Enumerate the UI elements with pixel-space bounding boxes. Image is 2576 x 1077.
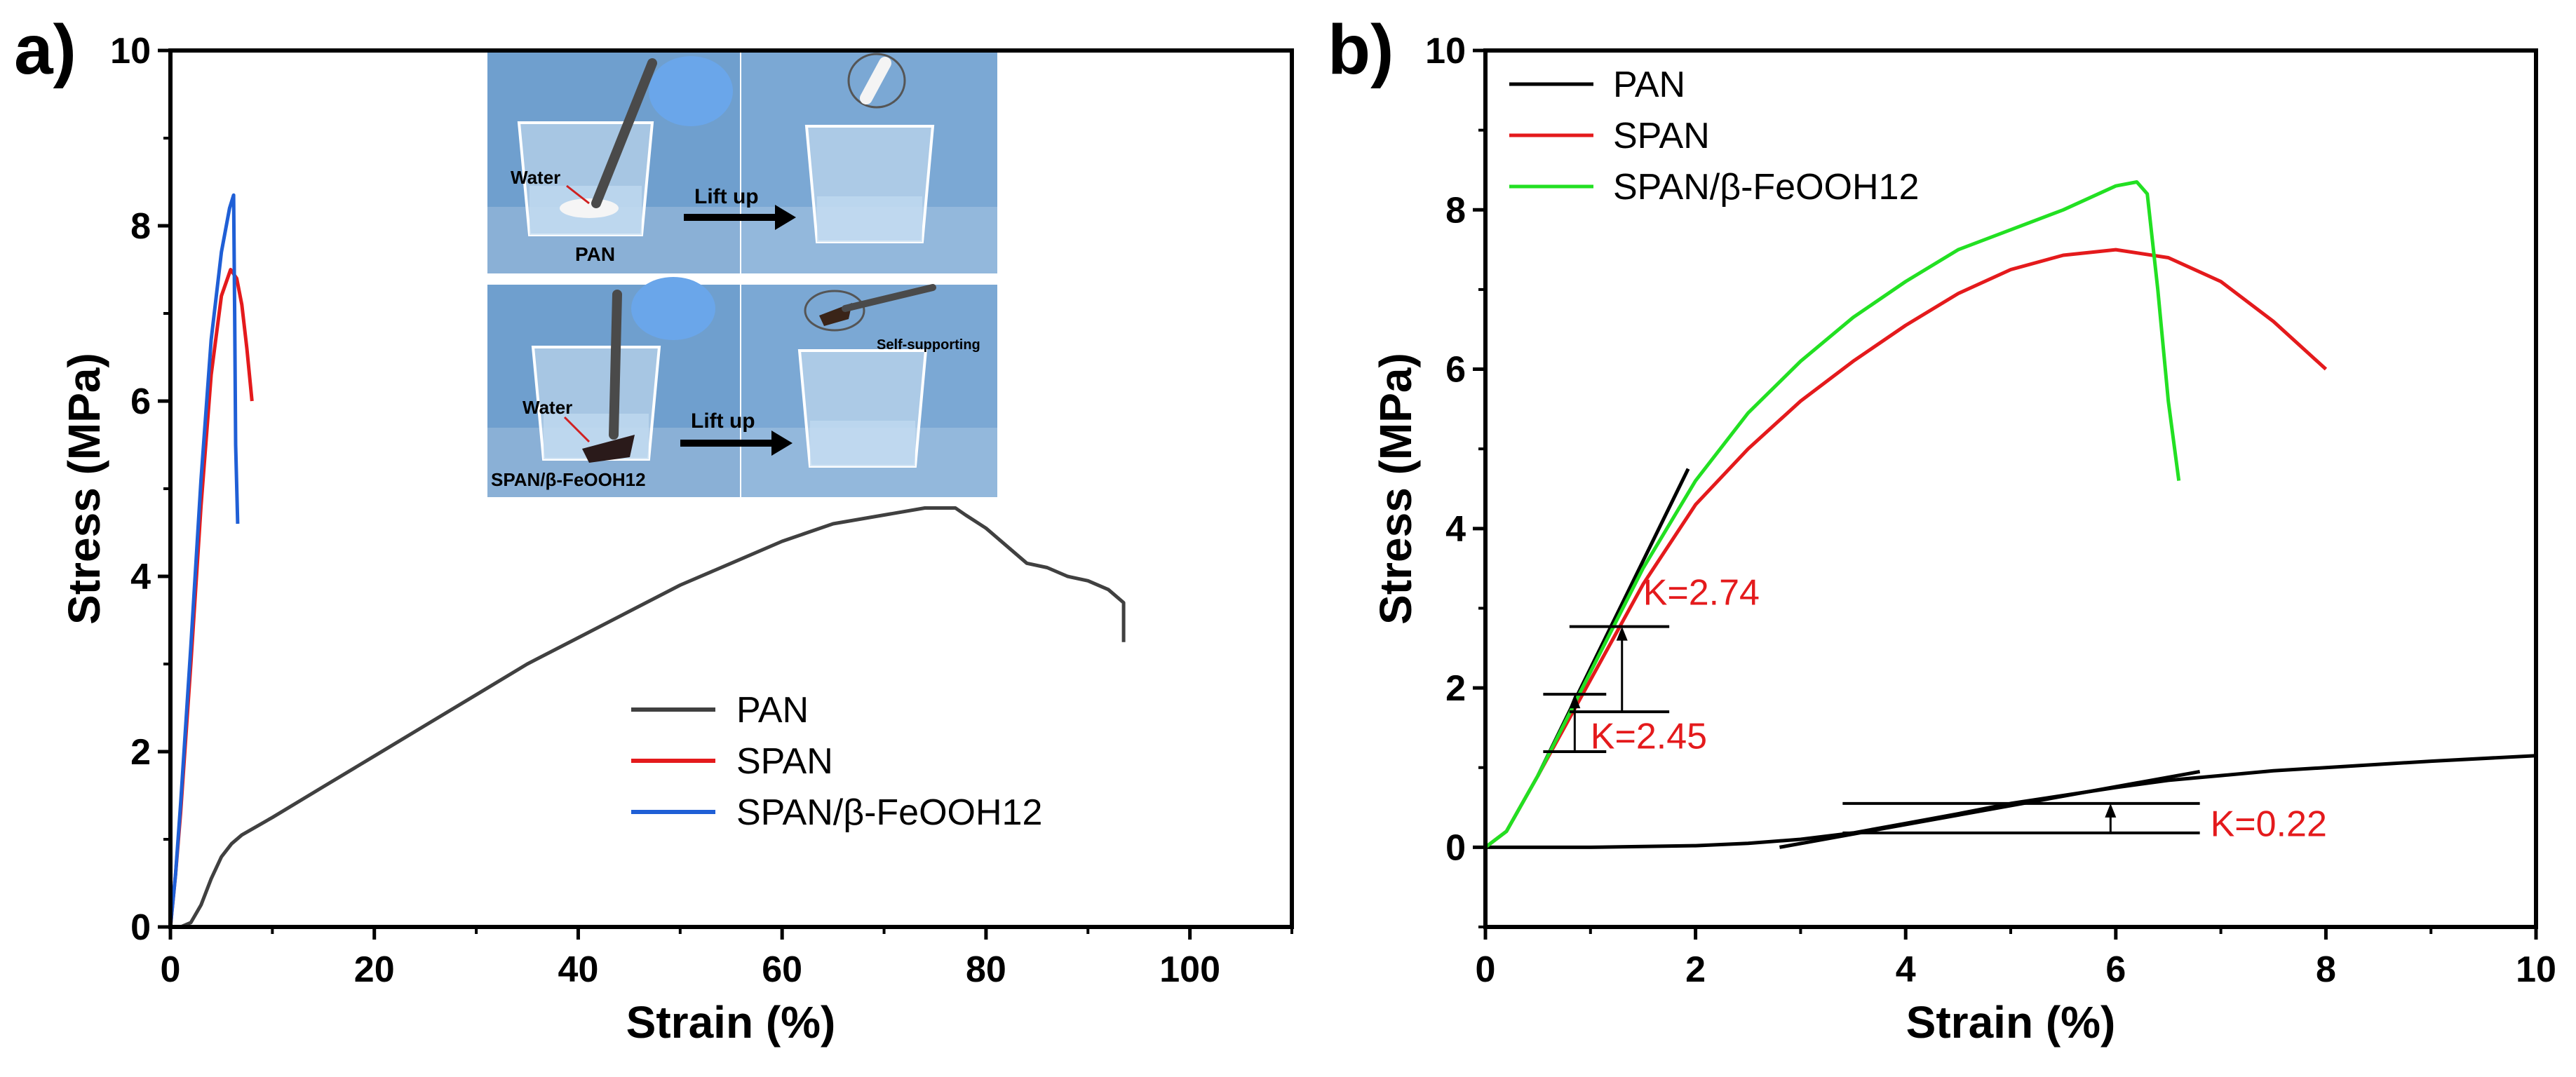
panel-b-xtick-label: 4 bbox=[1896, 949, 1916, 990]
panel-b-annotation-label: K=0.22 bbox=[2211, 804, 2327, 844]
inset-pointer-top bbox=[566, 184, 590, 205]
panel-b-ytick-label: 4 bbox=[1445, 509, 1466, 550]
panel-b-label: b) bbox=[1328, 11, 1394, 89]
panel-a-series-pan bbox=[170, 506, 1126, 929]
panel-a-ticks: 0 20 40 60 80 100 0 2 4 6 8 10 bbox=[110, 31, 1293, 990]
panel-a-ylabel: Stress (MPa) bbox=[59, 353, 109, 625]
panel-a: a) 0 20 40 60 80 100 0 2 4 6 8 10 Strain (%) Stress… bbox=[14, 11, 1294, 1048]
inset-arrow-bottom-label: Lift up bbox=[691, 409, 755, 433]
panel-b-xtick-label: 10 bbox=[2516, 949, 2556, 990]
panel-a-series-span-feooh12 bbox=[168, 193, 240, 928]
panel-b-series-span bbox=[1484, 248, 2328, 849]
pan-film-icon bbox=[860, 57, 891, 104]
inset-pointer-bottom bbox=[563, 416, 591, 443]
panel-b-plot-area: K=2.74 K=2.45 K=0.22 bbox=[1484, 180, 2537, 849]
panel-b-ytick-label: 8 bbox=[1445, 190, 1466, 231]
panel-b-xtick-label: 8 bbox=[2316, 949, 2336, 990]
panel-a-xtick-label: 60 bbox=[762, 949, 802, 990]
arrow-up-icon bbox=[1616, 626, 1628, 641]
panel-a-ytick-label: 4 bbox=[130, 557, 151, 597]
inset-label-pan: PAN bbox=[575, 243, 615, 265]
inset-arrow-top-label: Lift up bbox=[694, 185, 759, 208]
panel-a-xtick-label: 40 bbox=[558, 949, 599, 990]
panel-b-legend-span-feooh: SPAN/β-FeOOH12 bbox=[1613, 167, 1919, 208]
panel-b-annotation-0: K=2.74 bbox=[1569, 573, 1760, 714]
beaker-water-icon bbox=[810, 421, 915, 466]
panel-b-ylabel: Stress (MPa) bbox=[1370, 353, 1421, 625]
inset-photo-pan-in-water: Water PAN bbox=[487, 53, 740, 273]
panel-a-legend: PAN SPAN SPAN/β-FeOOH12 bbox=[631, 690, 1042, 833]
panel-b-annotation-2: K=0.22 bbox=[1842, 801, 2327, 844]
panel-a-xtick-label: 100 bbox=[1159, 949, 1220, 990]
panel-b-ytick-label: 10 bbox=[1425, 31, 1466, 72]
tweezers-icon bbox=[591, 58, 657, 208]
panel-a-ytick-label: 6 bbox=[130, 381, 151, 422]
panel-b-xtick-label: 0 bbox=[1476, 949, 1496, 990]
panel-b-annotation-label: K=2.45 bbox=[1591, 716, 1707, 757]
gloved-hand-icon bbox=[649, 56, 733, 126]
tweezers-icon bbox=[609, 290, 622, 440]
panel-a-inset-photos: Water PAN Water bbox=[487, 53, 997, 497]
arrow-head-icon bbox=[775, 205, 796, 230]
panel-b-ytick-label: 0 bbox=[1445, 827, 1466, 868]
gloved-hand-icon bbox=[631, 277, 715, 340]
panel-b-ytick-label: 2 bbox=[1445, 668, 1466, 709]
panel-b-xlabel: Strain (%) bbox=[1906, 997, 2116, 1048]
panel-b-annotation-label: K=2.74 bbox=[1643, 573, 1760, 614]
panel-a-legend-span: SPAN bbox=[736, 741, 833, 782]
panel-b-xtick-label: 2 bbox=[1685, 949, 1706, 990]
span-film-icon bbox=[582, 435, 635, 463]
beaker-water-icon bbox=[817, 196, 922, 242]
inset-photo-span-in-water: Water SPAN/β-FeOOH12 bbox=[487, 277, 740, 497]
panel-a-legend-span-feooh: SPAN/β-FeOOH12 bbox=[736, 792, 1042, 833]
panel-a-xtick-label: 20 bbox=[354, 949, 395, 990]
inset-arrow-top: Lift up bbox=[684, 185, 796, 230]
panel-a-legend-pan: PAN bbox=[736, 690, 809, 731]
panel-a-label: a) bbox=[14, 11, 76, 89]
panel-b-ticks: 0 2 4 6 8 10 0 2 4 6 8 10 bbox=[1425, 31, 2556, 990]
inset-circle-highlight bbox=[804, 290, 865, 332]
pan-film-icon bbox=[560, 198, 619, 218]
panel-a-xtick-label: 80 bbox=[966, 949, 1006, 990]
panel-a-ytick-label: 10 bbox=[110, 31, 151, 72]
panel-a-ytick-label: 2 bbox=[130, 732, 151, 773]
panel-b-series-span-feooh12 bbox=[1484, 180, 2181, 849]
panel-b-xtick-label: 6 bbox=[2105, 949, 2126, 990]
arrow-up-icon bbox=[1569, 694, 1581, 709]
inset-circle-highlight bbox=[847, 53, 906, 109]
inset-label-span-feooh: SPAN/β-FeOOH12 bbox=[491, 469, 646, 490]
inset-label-water-top: Water bbox=[511, 167, 560, 188]
panel-b-annotation-1: K=2.45 bbox=[1543, 693, 1707, 757]
panel-a-xlabel: Strain (%) bbox=[626, 997, 836, 1048]
panel-b-legend-span: SPAN bbox=[1613, 116, 1710, 156]
panel-a-plot-area bbox=[168, 193, 1126, 929]
panel-a-ytick-label: 8 bbox=[130, 206, 151, 247]
inset-photo-self-supporting: Self-supporting bbox=[741, 284, 997, 497]
panel-b-legend-pan: PAN bbox=[1613, 65, 1685, 105]
panel-a-ytick-label: 0 bbox=[130, 907, 151, 948]
inset-label-water-bottom: Water bbox=[522, 397, 572, 418]
inset-label-self-supporting: Self-supporting bbox=[877, 337, 980, 353]
inset-arrow-bottom: Lift up bbox=[680, 409, 793, 456]
panel-b: b) K=2.74 K=2.45 K=0.22 0 2 4 6 8 10 0 2 4 6 8 10 Str… bbox=[1328, 11, 2556, 1048]
arrow-head-icon bbox=[771, 431, 793, 456]
panel-b-legend: PAN SPAN SPAN/β-FeOOH12 bbox=[1509, 65, 1919, 208]
inset-photo-pan-lifted bbox=[741, 53, 997, 273]
panel-b-ytick-label: 6 bbox=[1445, 350, 1466, 391]
tweezers-icon bbox=[842, 284, 936, 312]
arrow-up-icon bbox=[2105, 803, 2117, 818]
panel-a-xtick-label: 0 bbox=[161, 949, 181, 990]
